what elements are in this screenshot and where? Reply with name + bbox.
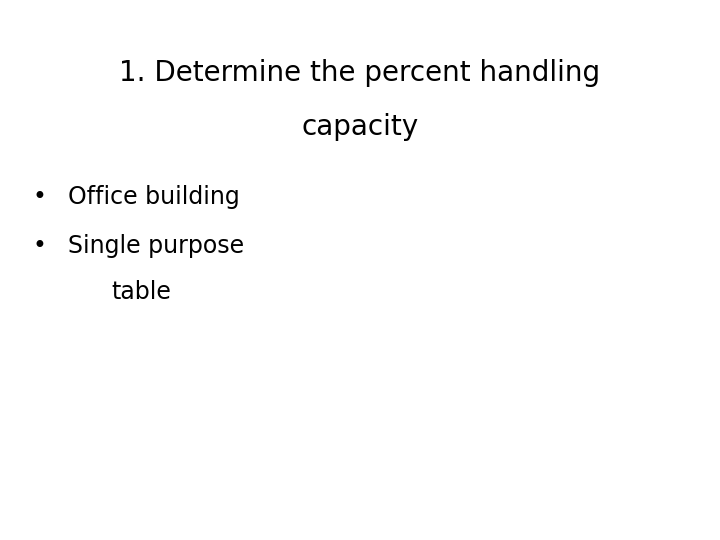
Text: table: table [112, 280, 171, 303]
Text: •: • [32, 234, 47, 258]
Text: 1. Determine the percent handling: 1. Determine the percent handling [120, 59, 600, 87]
Text: Single purpose: Single purpose [68, 234, 245, 258]
Text: •: • [32, 185, 47, 209]
Text: capacity: capacity [302, 113, 418, 141]
Text: Office building: Office building [68, 185, 240, 209]
